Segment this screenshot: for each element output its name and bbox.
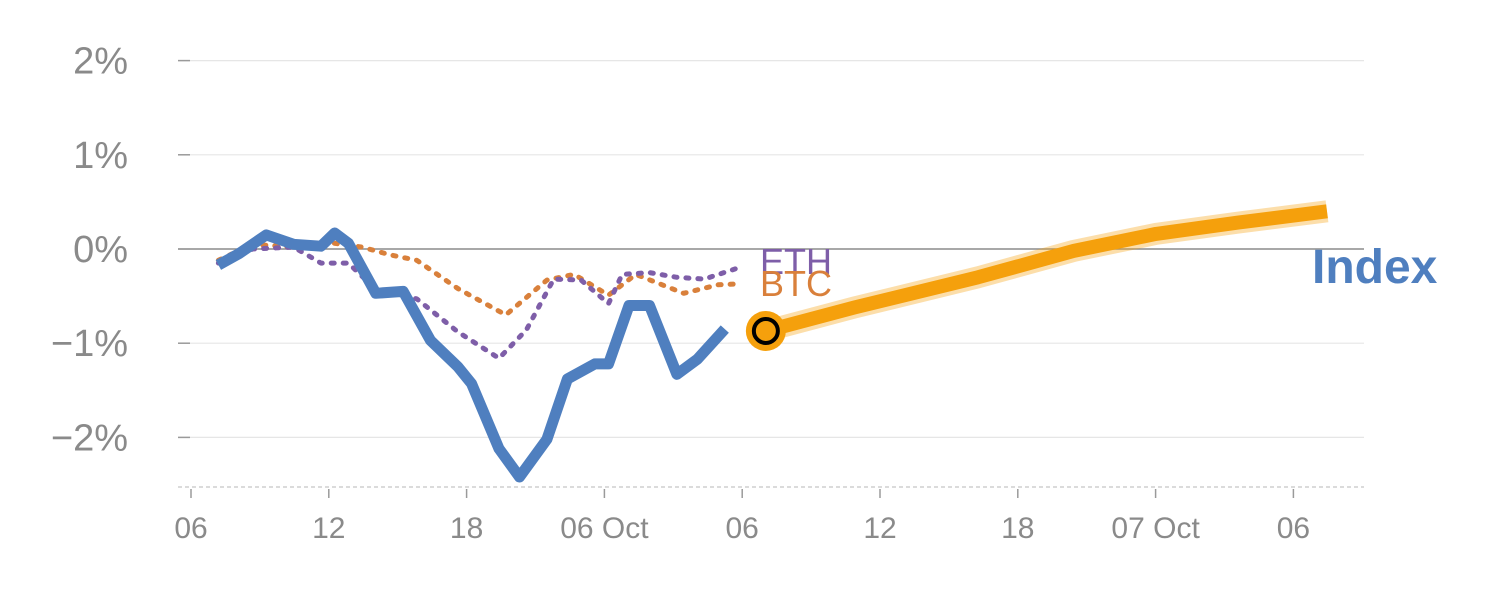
- x-tick-label: 06: [1277, 512, 1310, 545]
- x-tick-label: 12: [312, 512, 345, 545]
- y-tick-label: 1%: [73, 135, 128, 177]
- series-labels: ETH BTC Index: [760, 241, 1438, 304]
- btc-series-label: BTC: [760, 263, 832, 304]
- x-tick-label: 07 Oct: [1111, 512, 1200, 545]
- y-tick-label: 2%: [73, 41, 128, 83]
- forecast-series-line: [764, 204, 1328, 338]
- x-tick-label: 06 Oct: [560, 512, 649, 545]
- y-tick-label: −1%: [51, 323, 128, 365]
- x-tick-label: 06: [726, 512, 759, 545]
- btc-series-line: [215, 239, 741, 318]
- current-value-marker: [745, 310, 786, 351]
- x-tick-label: 18: [450, 512, 483, 545]
- y-tick-label: 0%: [73, 229, 128, 271]
- x-tick-label: 06: [174, 512, 207, 545]
- y-axis-tick-labels: 2% 1% 0% −1% −2%: [51, 41, 128, 460]
- marker-ring: [751, 316, 780, 345]
- x-tick-label: 12: [863, 512, 896, 545]
- index-series-label: Index: [1312, 241, 1438, 294]
- series-lines: [215, 200, 1329, 483]
- eth-series-label: ETH: [760, 241, 832, 282]
- x-axis: 06 12 18 06 Oct 06 12 18 07 Oct 06: [174, 486, 1364, 545]
- index-series-line: [215, 227, 729, 483]
- y-tick-label: −2%: [51, 417, 128, 459]
- eth-series-line: [215, 244, 741, 361]
- x-tick-label: 18: [1001, 512, 1034, 545]
